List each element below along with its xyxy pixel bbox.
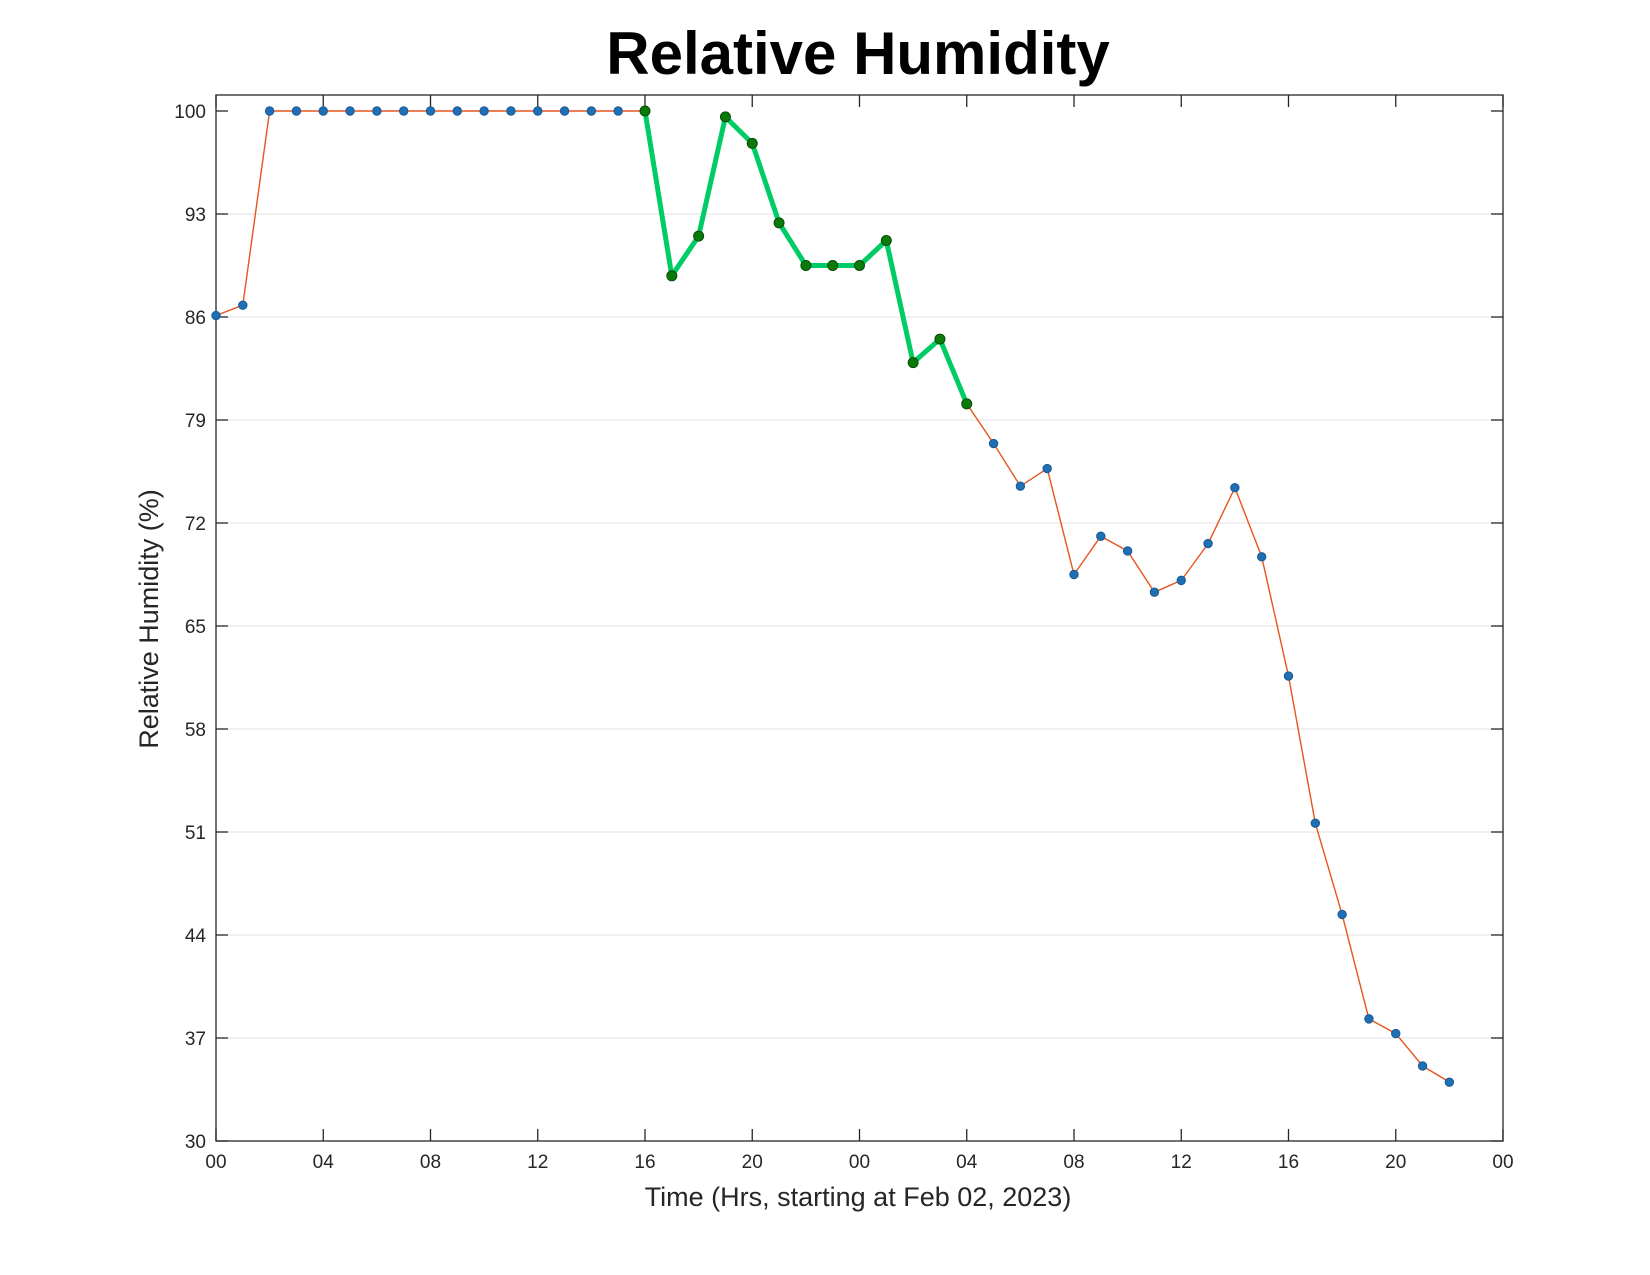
data-point xyxy=(1015,481,1026,491)
data-point xyxy=(479,106,489,116)
x-tick-label: 16 xyxy=(634,1152,655,1173)
data-point xyxy=(211,310,221,321)
data-point xyxy=(719,111,731,123)
data-point xyxy=(666,270,678,282)
data-point xyxy=(238,300,248,310)
data-point xyxy=(1417,1061,1428,1071)
data-point xyxy=(639,105,651,117)
data-point xyxy=(1230,482,1240,493)
data-point xyxy=(827,260,839,271)
data-point xyxy=(1444,1077,1455,1087)
data-point xyxy=(1042,463,1052,474)
x-tick-label: 04 xyxy=(956,1152,978,1173)
y-tick-label: 51 xyxy=(185,823,206,844)
y-tick-label: 86 xyxy=(185,308,206,329)
y-tick-label: 72 xyxy=(185,514,206,535)
y-tick-label: 30 xyxy=(185,1132,206,1153)
data-point xyxy=(318,106,328,116)
y-tick-label: 79 xyxy=(185,411,206,432)
data-point xyxy=(559,106,570,116)
y-tick-label: 37 xyxy=(185,1029,206,1050)
x-tick-label: 00 xyxy=(849,1152,870,1173)
x-tick-label: 20 xyxy=(1385,1152,1406,1173)
data-point xyxy=(398,106,409,116)
y-axis-label: Relative Humidity (%) xyxy=(134,489,164,749)
data-point xyxy=(907,357,919,369)
data-point xyxy=(800,260,812,271)
data-point xyxy=(291,106,302,116)
x-tick-label: 08 xyxy=(1063,1152,1084,1173)
x-tick-label: 04 xyxy=(313,1152,335,1173)
data-point xyxy=(1096,531,1106,541)
axis-ticks: 30 37 44 51 58 65 72 79 86 93 100 00 04 08 12 16 20 00 04 0… xyxy=(174,95,1514,1173)
grid-lines xyxy=(216,213,1503,1039)
y-tick-label: 44 xyxy=(185,926,207,947)
data-point xyxy=(1337,909,1347,920)
x-tick-label: 08 xyxy=(420,1152,441,1173)
data-point xyxy=(1149,587,1160,597)
data-point xyxy=(506,106,516,116)
data-point xyxy=(773,217,785,229)
data-point xyxy=(1283,671,1294,681)
series-line xyxy=(215,110,1451,1083)
data-point xyxy=(934,333,946,345)
data-point xyxy=(693,230,705,242)
x-tick-label: 20 xyxy=(742,1152,763,1173)
data-point xyxy=(1203,538,1213,549)
y-tick-label: 93 xyxy=(185,205,206,226)
data-point xyxy=(264,106,275,116)
data-point xyxy=(854,260,865,271)
data-point xyxy=(1391,1028,1401,1039)
data-point xyxy=(345,106,355,116)
data-point xyxy=(880,234,892,246)
x-tick-label: 12 xyxy=(527,1152,548,1173)
data-point xyxy=(452,106,463,116)
data-point xyxy=(1310,818,1321,828)
x-tick-label: 00 xyxy=(205,1152,226,1173)
y-tick-label: 58 xyxy=(185,720,206,741)
data-point xyxy=(961,398,973,410)
data-point xyxy=(1256,552,1267,562)
x-tick-label: 12 xyxy=(1171,1152,1192,1173)
y-tick-label: 65 xyxy=(185,617,206,638)
data-point xyxy=(1176,575,1186,586)
series-line xyxy=(642,108,970,407)
data-point xyxy=(425,106,436,116)
data-point xyxy=(586,106,597,116)
data-point xyxy=(1122,546,1133,556)
data-series xyxy=(211,105,1455,1087)
data-point xyxy=(533,106,543,116)
data-point xyxy=(1069,569,1079,580)
y-tick-label: 100 xyxy=(174,102,206,123)
x-tick-label: 00 xyxy=(1492,1152,1513,1173)
data-point xyxy=(746,137,758,149)
x-axis-label: Time (Hrs, starting at Feb 02, 2023) xyxy=(645,1182,1072,1212)
plot-frame xyxy=(215,94,1504,1142)
data-point xyxy=(988,438,999,449)
data-point xyxy=(613,106,623,116)
x-tick-label: 16 xyxy=(1278,1152,1299,1173)
data-point xyxy=(372,106,382,116)
data-point xyxy=(1364,1014,1374,1024)
chart-title: Relative Humidity xyxy=(606,20,1110,87)
